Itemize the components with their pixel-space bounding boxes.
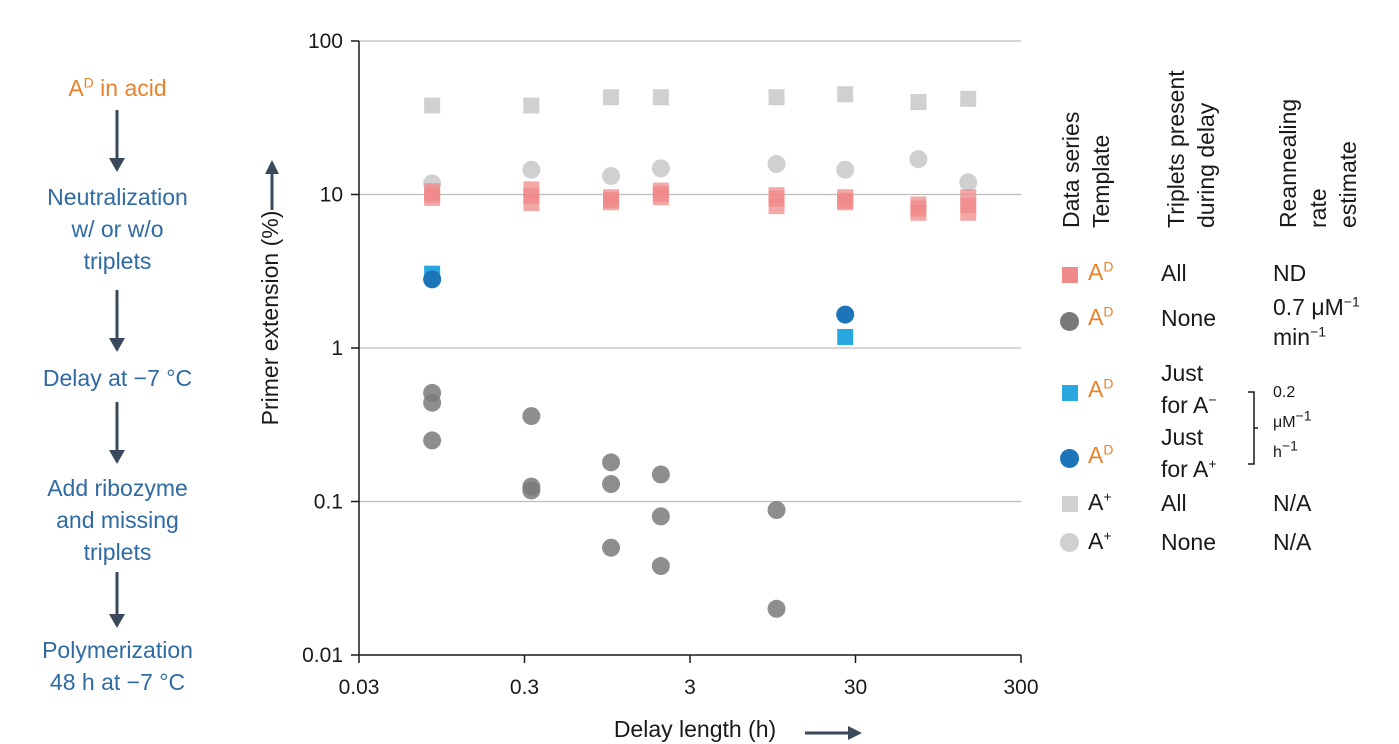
data-point-circle-AD_none [651,507,670,526]
data-points [423,86,978,618]
data-point-square-Aplus_all [523,97,540,114]
legend-triplets: All [1161,260,1187,286]
data-point-circle-Aplus_none [836,160,855,179]
y-tick-label: 0.01 [302,644,343,667]
grid-lines [359,40,1021,503]
legend-rate-shared: 0.2 μM−1 h−1 [1273,384,1312,461]
legend-marker-square [1062,267,1078,283]
y-axis-title: Primer extension (%) [257,211,283,426]
data-point-circle-AD_none [602,475,621,494]
flow-step-delay: Delay at −7 °C [42,365,193,391]
x-axis-title: Delay length (h) [614,716,776,742]
x-axis-arrow-icon [805,726,862,740]
legend-marker-circle [1060,449,1079,468]
legend-header-triplets: Triplets present during delay [1163,70,1219,228]
legend-template: AD [1088,258,1114,285]
data-point-circle-AD_none [522,481,541,500]
data-point-circle-AD_none [651,465,670,484]
legend-triplets: Just for A− [1161,360,1217,418]
down-arrow-icon [109,290,125,352]
data-point-square-AD_all [837,192,854,209]
data-point-circle-AD_none [602,453,621,472]
legend-template: A+ [1088,488,1112,515]
data-point-circle-AD_none [767,599,786,618]
chart-axes [351,40,1022,663]
legend-marker-square [1062,496,1078,512]
data-point-square-AD_all [424,186,441,203]
legend: Data series Template Triplets present du… [1050,0,1399,744]
legend-triplets: All [1161,490,1187,516]
legend-template: AD [1088,441,1114,468]
tick-labels: 0.01 0.1 1 10 100 0.03 0.3 3 30 300 [302,30,1038,699]
data-point-circle-AD_none [602,538,621,557]
legend-header-series: Data series Template [1058,111,1114,228]
data-point-square-AD_all [910,196,927,213]
y-tick-label: 0.1 [314,491,343,514]
data-point-circle-Aplus_none [767,155,786,174]
y-tick-label: 1 [331,337,343,360]
data-point-square-AD_all [768,187,785,204]
data-point-square-AD_justAminus [837,328,854,345]
data-point-circle-AD_none [423,393,442,412]
data-point-square-Aplus_all [424,97,441,114]
data-point-square-Aplus_all [960,90,977,107]
x-tick-label: 0.03 [339,676,380,699]
data-point-circle-AD_none [767,501,786,520]
data-point-circle-Aplus_none [909,150,928,169]
legend-rate: 0.7 μM−1 min−1 [1273,293,1360,350]
data-point-square-Aplus_all [603,89,620,106]
workflow-diagram: AD in acid Neutralization w/ or w/o trip… [0,0,235,744]
data-point-circle-AD_justAplus [423,270,442,289]
data-point-circle-Aplus_none [602,166,621,185]
data-point-square-Aplus_all [910,94,927,111]
x-tick-label: 300 [1003,676,1038,699]
scatter-chart: 0.01 0.1 1 10 100 0.03 0.3 3 30 300 Primer extens… [257,30,1039,742]
legend-marker-circle [1060,312,1079,331]
data-point-circle-AD_none [522,407,541,426]
data-point-circle-AD_none [651,557,670,576]
down-arrow-icon [109,110,125,172]
data-point-circle-AD_none [423,431,442,450]
legend-template: A+ [1088,527,1112,554]
data-point-square-AD_all [960,189,977,206]
data-point-square-Aplus_all [768,89,785,106]
flow-step-ribozyme: Add ribozyme and missing triplets [47,475,188,565]
legend-marker-circle [1060,533,1079,552]
data-point-circle-Aplus_none [522,160,541,179]
x-tick-label: 3 [684,676,696,699]
flow-step-polymerization: Polymerization 48 h at −7 °C [42,637,193,695]
data-point-square-AD_all [652,185,669,202]
data-point-circle-Aplus_none [651,159,670,178]
legend-template: AD [1088,375,1114,402]
x-tick-label: 30 [844,676,867,699]
data-point-square-Aplus_all [837,86,854,103]
x-tick-label: 0.3 [510,676,539,699]
data-point-circle-AD_justAplus [836,305,855,324]
legend-rate: ND [1273,260,1307,286]
legend-header-rate: Reannealing rate estimate [1275,98,1361,228]
flow-step-neutralization: Neutralization w/ or w/o triplets [47,184,188,274]
legend-triplets: None [1161,305,1216,331]
data-point-square-Aplus_all [652,89,669,106]
data-point-square-AD_all [523,181,540,198]
data-point-circle-Aplus_none [959,173,978,192]
y-tick-label: 10 [320,184,343,207]
flow-step-acid: AD in acid [68,74,167,101]
data-point-square-AD_all [603,192,620,209]
bracket-icon [1248,391,1258,465]
down-arrow-icon [109,572,125,628]
legend-marker-square [1062,385,1078,401]
down-arrow-icon [109,402,125,464]
legend-triplets: None [1161,529,1216,555]
y-axis-arrow-icon [265,160,279,210]
legend-rate: N/A [1273,529,1312,555]
y-tick-label: 100 [308,30,343,53]
legend-rate: N/A [1273,490,1312,516]
legend-triplets: Just for A+ [1161,424,1217,482]
legend-template: AD [1088,303,1114,330]
